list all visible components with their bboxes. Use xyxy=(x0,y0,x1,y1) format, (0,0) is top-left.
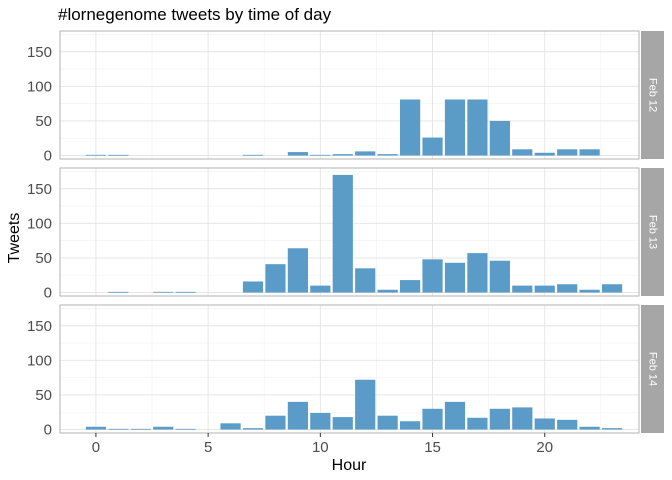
facet-strip-label: Feb 13 xyxy=(647,215,659,249)
bar xyxy=(489,120,510,156)
bar xyxy=(310,154,331,156)
bar xyxy=(399,280,421,293)
y-tick-label: 100 xyxy=(27,352,52,369)
bar xyxy=(310,285,331,293)
bar xyxy=(332,154,353,156)
x-tick-label: 5 xyxy=(204,439,212,456)
y-tick-label: 100 xyxy=(27,215,52,232)
bar xyxy=(85,154,107,156)
facet-strip xyxy=(641,168,664,296)
bar xyxy=(557,284,578,293)
facet-panel: 0 50 100 150 Feb 13 xyxy=(27,167,664,302)
bar xyxy=(444,401,466,430)
bar xyxy=(557,149,578,156)
bar xyxy=(399,99,421,156)
bar xyxy=(242,428,264,430)
facet-strip-label: Feb 12 xyxy=(647,78,659,112)
bar xyxy=(153,291,174,293)
bar xyxy=(175,428,196,430)
bar xyxy=(287,401,308,430)
facet-strip-label: Feb 14 xyxy=(647,352,659,386)
bar xyxy=(108,154,129,156)
bar xyxy=(265,264,286,293)
bar xyxy=(85,426,107,430)
bar xyxy=(265,415,286,430)
bar xyxy=(108,291,129,293)
bar xyxy=(512,407,533,430)
x-axis: 0 5 10 15 20 xyxy=(92,433,553,456)
bar xyxy=(153,426,174,430)
y-tick-label: 100 xyxy=(27,78,52,95)
facet-panels: 0 50 100 150 Feb 12 0 50 100 150 Feb 13 0 50 100 150 F… xyxy=(27,30,664,439)
facet-strip xyxy=(641,31,664,159)
bar xyxy=(130,428,151,430)
bar xyxy=(287,248,308,293)
bar xyxy=(242,281,264,293)
bar xyxy=(534,285,555,293)
x-tick-label: 15 xyxy=(424,439,441,456)
bar xyxy=(579,149,600,156)
panel-border xyxy=(59,167,640,297)
bar xyxy=(422,137,443,156)
bar xyxy=(601,428,623,430)
bar xyxy=(601,284,623,293)
x-tick-label: 10 xyxy=(312,439,329,456)
bar xyxy=(332,174,353,293)
y-tick-label: 50 xyxy=(35,250,52,267)
bar xyxy=(489,260,510,293)
bar xyxy=(175,291,196,293)
y-tick-label: 50 xyxy=(35,113,52,130)
panel-border xyxy=(59,304,640,434)
bar xyxy=(444,99,466,156)
y-tick-label: 0 xyxy=(44,148,52,165)
x-tick-label: 20 xyxy=(536,439,553,456)
bar xyxy=(355,151,376,156)
y-tick-label: 150 xyxy=(27,44,52,61)
bar xyxy=(287,152,308,156)
bar xyxy=(422,259,443,293)
y-tick-label: 0 xyxy=(44,422,52,439)
bar xyxy=(310,412,331,430)
bar xyxy=(377,415,398,430)
bar xyxy=(512,285,533,293)
bar xyxy=(467,99,488,156)
bar xyxy=(377,154,398,156)
bar xyxy=(512,149,533,156)
bar xyxy=(332,417,353,430)
facet-strip xyxy=(641,305,664,433)
y-tick-label: 50 xyxy=(35,387,52,404)
x-tick-label: 0 xyxy=(92,439,100,456)
y-tick-label: 150 xyxy=(27,318,52,335)
bar xyxy=(534,152,555,156)
chart-title: #lornegenome tweets by time of day xyxy=(58,5,332,24)
bar xyxy=(444,262,466,293)
bar xyxy=(242,154,264,156)
bar xyxy=(557,419,578,430)
y-tick-label: 0 xyxy=(44,285,52,302)
bar xyxy=(399,421,421,430)
facet-panel: 0 50 100 150 Feb 12 xyxy=(27,30,664,165)
x-axis-title: Hour xyxy=(332,457,367,474)
bar xyxy=(467,253,488,293)
bar xyxy=(355,379,376,430)
bar xyxy=(422,408,443,430)
bar xyxy=(220,423,241,430)
bar xyxy=(534,418,555,430)
panel-border xyxy=(59,30,640,160)
y-tick-label: 150 xyxy=(27,181,52,198)
bar xyxy=(579,289,600,293)
facet-panel: 0 50 100 150 Feb 14 xyxy=(27,304,664,439)
bar xyxy=(579,426,600,430)
bar xyxy=(489,408,510,430)
y-axis-title: Tweets xyxy=(6,213,23,264)
bar xyxy=(108,428,129,430)
bar xyxy=(355,268,376,293)
bar xyxy=(377,289,398,293)
bar xyxy=(467,417,488,430)
